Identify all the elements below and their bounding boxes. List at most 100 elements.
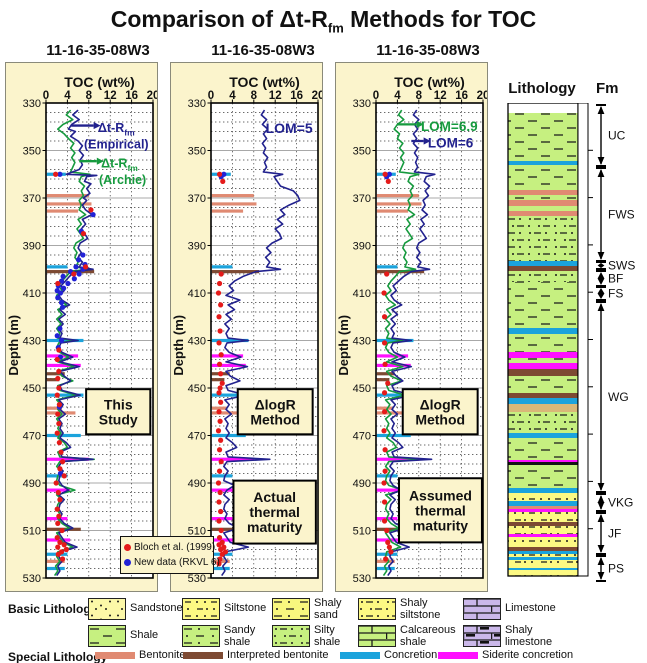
- formation-label: SWS: [608, 259, 635, 273]
- svg-text:330: 330: [23, 98, 41, 110]
- legend-swatch-limestone: [463, 598, 501, 625]
- formation-label: WG: [608, 390, 629, 404]
- svg-text:16: 16: [125, 90, 138, 102]
- toc-chart-left: 0 4 8 12 16 20 TOC (wt%) 330 350 370 390 410 430 450 4…: [6, 74, 157, 585]
- special-lithology-bar-icon: [438, 652, 478, 659]
- formation-label: JF: [608, 527, 621, 541]
- svg-text:TOC (wt%): TOC (wt%): [394, 74, 465, 90]
- svg-text:16: 16: [455, 90, 468, 102]
- lithology-header: Lithology: [508, 80, 576, 97]
- lithology-layers: [508, 103, 578, 576]
- svg-text:4: 4: [394, 90, 401, 102]
- svg-text:12: 12: [104, 90, 117, 102]
- legend-label: Siderite concretion: [482, 649, 574, 661]
- svg-text:530: 530: [188, 573, 206, 585]
- legend-swatch-calcareous-shale: [358, 625, 396, 652]
- curve-green: [382, 109, 423, 577]
- svg-text:530: 530: [353, 573, 371, 585]
- svg-text:490: 490: [188, 478, 206, 490]
- svg-text:470: 470: [23, 431, 41, 443]
- grid: [211, 103, 318, 578]
- well-label-left: 11-16-35-08W3: [46, 42, 150, 59]
- svg-text:thermal: thermal: [415, 502, 466, 518]
- axes: 0 4 8 12 16 20 TOC (wt%) 330 350 370 390 410 430 450 4…: [336, 74, 487, 585]
- svg-text:390: 390: [188, 241, 206, 253]
- scatter-red: [215, 171, 229, 567]
- svg-text:8: 8: [251, 90, 258, 102]
- well-label-middle: 11-16-35-08W3: [211, 42, 315, 59]
- legend-label: Shaly siltstone: [400, 597, 441, 621]
- legend-swatch-sandstone: [88, 598, 126, 625]
- svg-text:Depth (m): Depth (m): [6, 315, 21, 376]
- svg-text:20: 20: [147, 90, 157, 102]
- scatter-red: [381, 171, 394, 562]
- toc-chart-right: 0 4 8 12 16 20 TOC (wt%) 330 350 370 390 410 430 450 4…: [336, 74, 487, 585]
- formation-label: UC: [608, 129, 626, 143]
- svg-text:TOC (wt%): TOC (wt%): [64, 74, 135, 90]
- svg-text:390: 390: [23, 241, 41, 253]
- lithology-swatch-icon: [182, 625, 220, 647]
- formation-label: BF: [608, 272, 623, 286]
- svg-text:350: 350: [188, 146, 206, 158]
- svg-text:20: 20: [312, 90, 322, 102]
- special-lithology-bar-icon: [183, 652, 223, 659]
- scatter-red: [53, 171, 94, 562]
- svg-text:16: 16: [290, 90, 303, 102]
- annotation-label: (Archie): [99, 173, 146, 187]
- annotation-label: (Empirical): [84, 138, 149, 152]
- svg-text:Method: Method: [415, 411, 465, 427]
- svg-text:390: 390: [353, 241, 371, 253]
- svg-text:490: 490: [23, 478, 41, 490]
- toc-chart-middle: 0 4 8 12 16 20 TOC (wt%) 330 350 370 390 410 430 450 4…: [171, 74, 322, 585]
- special-lithology-title: Special Lithology: [8, 650, 108, 663]
- legend-swatch-sandy-shale: [182, 625, 220, 652]
- svg-text:ΔlogR: ΔlogR: [420, 396, 461, 412]
- annotation-arrow-icon: [79, 157, 104, 165]
- data-points-legend: Bloch et al. (1999) New data (RKVL 6): [120, 536, 220, 574]
- legend-label: Silty shale: [314, 624, 341, 648]
- special-lithology-bar-icon: [340, 652, 380, 659]
- annotation-label: LOM=5: [266, 120, 313, 136]
- formation-label: VKG: [608, 496, 633, 510]
- axes: 0 4 8 12 16 20 TOC (wt%) 330 350 370 390 410 430 450 4…: [6, 74, 157, 585]
- svg-text:350: 350: [353, 146, 371, 158]
- annotation-label: Δt-Rfm: [101, 157, 138, 174]
- svg-text:410: 410: [188, 288, 206, 300]
- legend-label: Calcareous shale: [400, 624, 456, 648]
- svg-text:Actual: Actual: [253, 489, 296, 505]
- annotation-label: LOM=6: [428, 135, 474, 150]
- annotation-label: LOM=6.9: [421, 119, 478, 134]
- svg-text:12: 12: [434, 90, 447, 102]
- svg-text:430: 430: [353, 336, 371, 348]
- axes: 0 4 8 12 16 20 TOC (wt%) 330 350 370 390 410 430 450 4…: [171, 74, 322, 585]
- legend-label: Siltstone: [224, 602, 267, 614]
- svg-text:370: 370: [23, 193, 41, 205]
- svg-text:510: 510: [23, 526, 41, 538]
- toc-panel-left: 0 4 8 12 16 20 TOC (wt%) 330 350 370 390 410 430 450 4…: [5, 62, 158, 592]
- svg-text:ΔlogR: ΔlogR: [255, 396, 296, 412]
- svg-text:490: 490: [353, 478, 371, 490]
- svg-text:370: 370: [353, 193, 371, 205]
- svg-text:330: 330: [188, 98, 206, 110]
- svg-text:0: 0: [208, 90, 214, 102]
- legend-label: Concretion: [384, 649, 438, 661]
- legend-swatch-silty-shale: [272, 625, 310, 652]
- legend-label: Sandy shale: [224, 624, 256, 648]
- svg-text:410: 410: [353, 288, 371, 300]
- legend-swatch-shaly-sand: [272, 598, 310, 625]
- svg-text:0: 0: [373, 90, 379, 102]
- page-title: Comparison of Δt-Rfm Methods for TOC: [110, 6, 537, 36]
- fm-header: Fm: [596, 80, 619, 97]
- legend-label: Bentonite: [139, 649, 186, 661]
- legend-label: Interpreted bentonite: [227, 649, 329, 661]
- curve-navy: [387, 109, 436, 577]
- depth-scale-column: [577, 103, 589, 577]
- well-label-right: 11-16-35-08W3: [376, 42, 480, 59]
- annotation-label: Δt-Rfm: [98, 121, 135, 138]
